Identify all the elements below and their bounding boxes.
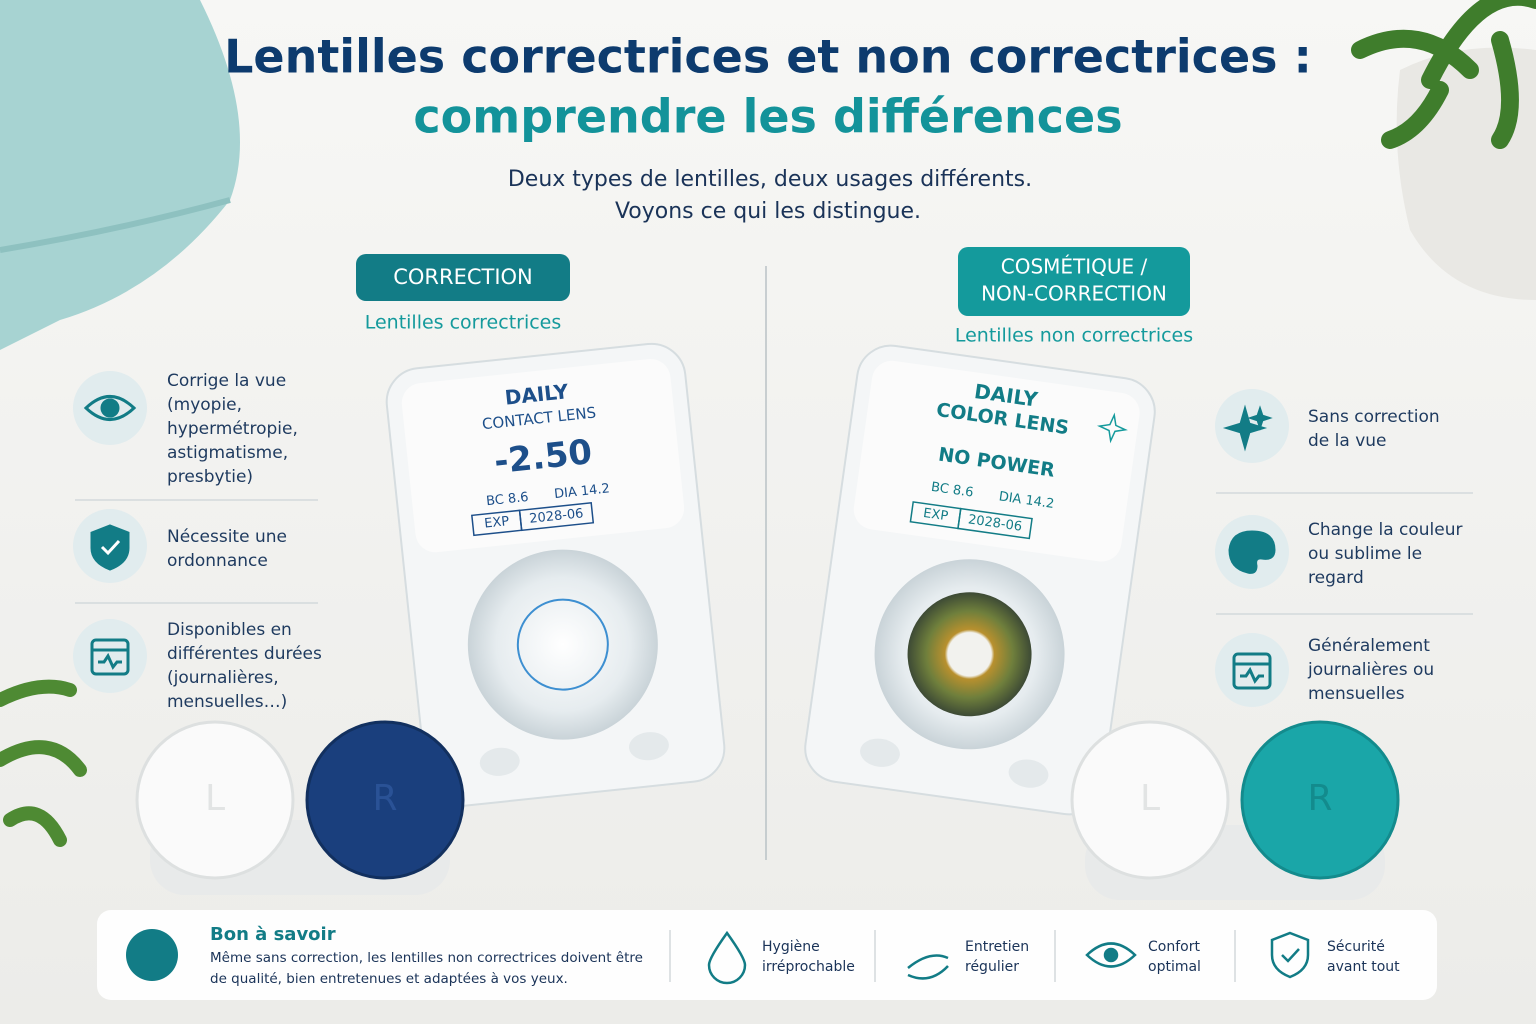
badge	[958, 247, 1190, 316]
footer-panel	[97, 910, 1437, 1000]
footer-item: optimal	[1148, 959, 1201, 975]
footer-text: Même sans correction, les lentilles non …	[210, 950, 643, 966]
feature-text: ou sublime le	[1308, 544, 1422, 564]
footer-item: Sécurité	[1327, 939, 1385, 955]
feature-text: mensuelles…)	[167, 692, 287, 712]
footer-item: irréprochable	[762, 959, 855, 975]
section-subtitle: Lentilles correctrices	[365, 312, 562, 334]
badge-label: CORRECTION	[393, 265, 533, 289]
footer-item: Entretien	[965, 939, 1029, 955]
case-label: R	[1307, 778, 1332, 819]
package-text: BC 8.6	[930, 480, 974, 501]
feature-text: Disponibles en	[167, 620, 292, 640]
towel-fold	[0, 197, 231, 253]
badge-label: COSMÉTIQUE /	[1001, 255, 1148, 279]
feature-text: (journalières,	[167, 668, 279, 688]
feature-text: presbytie)	[167, 467, 253, 487]
feature-text: Corrige la vue	[167, 371, 286, 391]
feature-text: regard	[1308, 568, 1364, 588]
feature-text: Nécessite une	[167, 527, 287, 547]
footer-item: régulier	[965, 959, 1019, 975]
towel	[0, 0, 240, 350]
section-subtitle: Lentilles non correctrices	[955, 325, 1193, 347]
footer-dividers	[669, 930, 1236, 982]
case-label: R	[372, 778, 397, 819]
feature-text: (myopie,	[167, 395, 242, 415]
footer-item: avant tout	[1327, 959, 1400, 975]
package-text: EXP	[922, 506, 949, 524]
badge-label: NON-CORRECTION	[981, 282, 1167, 306]
package-text: DIA 14.2	[553, 481, 610, 502]
feature-text: Sans correction	[1308, 407, 1440, 427]
title: comprendre les différences	[413, 90, 1122, 144]
package-text: 2028-06	[967, 512, 1023, 534]
package-text: 2028-06	[529, 506, 585, 527]
footer-text: de qualité, bien entretenues et adaptées…	[210, 971, 568, 987]
case-label: L	[1140, 778, 1160, 819]
subtitle: Voyons ce qui les distingue.	[615, 199, 921, 224]
subtitle: Deux types de lentilles, deux usages dif…	[508, 167, 1032, 192]
feature-text: mensuelles	[1308, 684, 1405, 704]
plant-leaves-left	[0, 679, 87, 847]
badge	[356, 254, 570, 301]
feature-text: différentes durées	[167, 644, 322, 664]
footer-icons	[707, 930, 1310, 985]
package-text: BC 8.6	[485, 490, 529, 509]
lens-case	[135, 720, 1400, 900]
feature-text: de la vue	[1308, 431, 1387, 451]
footer-item: Hygiène	[762, 939, 820, 955]
feature-text: Change la couleur	[1308, 520, 1463, 540]
package-text: EXP	[484, 514, 511, 532]
title: Lentilles correctrices et non correctric…	[224, 30, 1312, 84]
plant-leaves	[1351, 0, 1536, 149]
feature-text: hypermétropie,	[167, 419, 298, 439]
feature-dividers	[75, 492, 1473, 615]
footer-item: Confort	[1148, 939, 1200, 955]
footer-title: Bon à savoir	[210, 924, 336, 945]
icons	[83, 395, 1276, 690]
feature-text: ordonnance	[167, 551, 268, 571]
feature-text: Généralement	[1308, 636, 1430, 656]
bulb-icon	[126, 929, 178, 981]
feature-text: astigmatisme,	[167, 443, 288, 463]
feature-text: journalières ou	[1307, 660, 1434, 680]
case-label: L	[205, 778, 225, 819]
